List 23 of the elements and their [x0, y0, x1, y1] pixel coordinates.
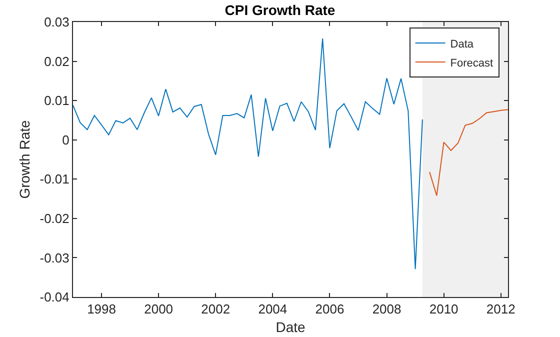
x-tick-label: 2000 — [144, 302, 174, 317]
legend-label: Forecast — [450, 57, 494, 70]
x-tick-label: 2002 — [201, 302, 230, 317]
line-series — [429, 109, 508, 196]
x-tick-label: 2006 — [315, 302, 344, 317]
y-tick-label: -0.03 — [40, 250, 70, 266]
legend-label: Data — [450, 38, 474, 50]
x-tick-label: 2008 — [372, 302, 402, 317]
line-series — [73, 38, 423, 270]
x-axis-title: Date — [276, 318, 306, 335]
y-tick-label: -0.02 — [40, 210, 70, 226]
y-axis-title: Growth Rate — [16, 120, 32, 199]
chart-title: CPI Growth Rate — [224, 2, 336, 18]
y-tick-label: 0.02 — [44, 54, 70, 69]
y-tick-label: 0.01 — [44, 93, 70, 108]
x-tick-label: 2010 — [429, 302, 458, 317]
x-tick-label: 2012 — [486, 302, 516, 317]
x-tick-label: 2004 — [258, 302, 288, 317]
y-tick-label: 0 — [62, 132, 70, 148]
y-tick-label: 0.03 — [44, 14, 70, 30]
y-tick-label: -0.04 — [40, 290, 70, 305]
y-tick-label: -0.01 — [40, 172, 70, 187]
x-tick-label: 1998 — [87, 302, 116, 317]
